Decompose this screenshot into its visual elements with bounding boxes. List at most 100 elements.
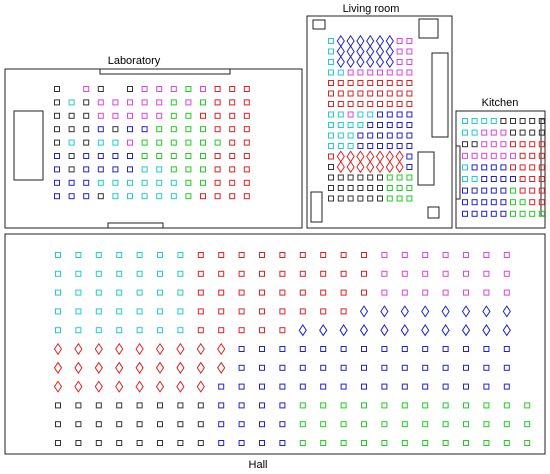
- square-marker: [396, 69, 403, 76]
- square-marker: [54, 99, 60, 106]
- hall-markers: [53, 252, 531, 446]
- square-marker: [83, 193, 90, 200]
- square-marker: [529, 118, 536, 124]
- square-marker: [490, 176, 497, 182]
- square-marker: [401, 252, 408, 258]
- square-marker: [320, 364, 327, 371]
- square-marker: [238, 346, 245, 352]
- square-marker: [218, 421, 225, 428]
- square-marker: [238, 252, 245, 258]
- square-marker: [328, 174, 334, 181]
- square-marker: [519, 210, 526, 217]
- square-marker: [95, 252, 102, 258]
- square-marker: [401, 440, 408, 446]
- square-marker: [340, 252, 347, 258]
- square-marker: [259, 327, 265, 334]
- diamond-marker: [421, 324, 430, 337]
- square-marker: [463, 346, 469, 352]
- square-marker: [340, 440, 347, 446]
- square-marker: [519, 152, 526, 159]
- square-marker: [510, 129, 516, 136]
- square-marker: [361, 270, 367, 277]
- square-marker: [156, 86, 163, 92]
- square-marker: [347, 111, 354, 118]
- square-marker: [361, 346, 367, 352]
- square-marker: [214, 179, 221, 186]
- square-marker: [347, 90, 354, 97]
- diamond-marker: [441, 324, 450, 337]
- square-marker: [320, 402, 327, 409]
- diamond-marker: [395, 160, 404, 174]
- square-marker: [490, 129, 497, 136]
- square-marker: [177, 270, 184, 277]
- square-marker: [238, 270, 245, 277]
- square-marker: [218, 402, 225, 409]
- square-marker: [396, 90, 403, 97]
- square-marker: [357, 122, 364, 128]
- square-marker: [503, 383, 510, 390]
- square-marker: [141, 166, 148, 173]
- square-marker: [481, 176, 488, 182]
- square-marker: [75, 327, 82, 334]
- square-marker: [170, 179, 177, 186]
- square-marker: [500, 141, 507, 148]
- square-marker: [95, 327, 102, 334]
- square-marker: [481, 187, 488, 194]
- square-marker: [127, 126, 133, 133]
- square-marker: [538, 176, 545, 182]
- square-marker: [279, 346, 286, 352]
- square-marker: [442, 346, 449, 352]
- square-marker: [463, 270, 469, 277]
- square-marker: [377, 101, 383, 107]
- square-marker: [406, 164, 413, 170]
- square-marker: [463, 252, 469, 258]
- square-marker: [490, 141, 497, 148]
- square-marker: [357, 90, 364, 97]
- square-marker: [510, 187, 516, 194]
- square-marker: [95, 402, 102, 409]
- square-marker: [503, 402, 510, 409]
- square-marker: [337, 195, 344, 202]
- square-marker: [357, 111, 364, 118]
- square-marker: [229, 86, 236, 92]
- square-marker: [238, 440, 245, 446]
- square-marker: [519, 176, 526, 182]
- square-marker: [68, 179, 75, 186]
- square-marker: [279, 308, 286, 315]
- square-marker: [320, 252, 327, 258]
- square-marker: [377, 90, 383, 97]
- square-marker: [442, 270, 449, 277]
- square-marker: [214, 99, 221, 106]
- square-marker: [347, 122, 354, 128]
- square-marker: [519, 141, 526, 148]
- square-marker: [299, 421, 306, 428]
- square-marker: [279, 402, 286, 409]
- room-laboratory: Laboratory: [4, 55, 303, 229]
- square-marker: [116, 421, 123, 428]
- square-marker: [381, 270, 388, 277]
- square-marker: [347, 80, 354, 86]
- square-marker: [340, 383, 347, 390]
- square-marker: [337, 174, 344, 181]
- square-marker: [97, 179, 104, 186]
- square-marker: [68, 112, 75, 119]
- square-marker: [401, 270, 408, 277]
- square-marker: [337, 132, 344, 139]
- square-marker: [462, 152, 468, 159]
- diamond-marker: [346, 55, 355, 69]
- square-marker: [340, 402, 347, 409]
- square-marker: [481, 152, 488, 159]
- square-marker: [95, 308, 102, 315]
- square-marker: [386, 122, 393, 128]
- square-marker: [218, 270, 225, 277]
- square-marker: [299, 289, 306, 296]
- square-marker: [136, 308, 143, 315]
- square-marker: [396, 143, 403, 149]
- square-marker: [136, 327, 143, 334]
- square-marker: [471, 129, 478, 136]
- square-marker: [462, 199, 468, 206]
- square-marker: [83, 99, 90, 106]
- square-marker: [68, 139, 75, 146]
- square-marker: [337, 111, 344, 118]
- square-marker: [401, 383, 408, 390]
